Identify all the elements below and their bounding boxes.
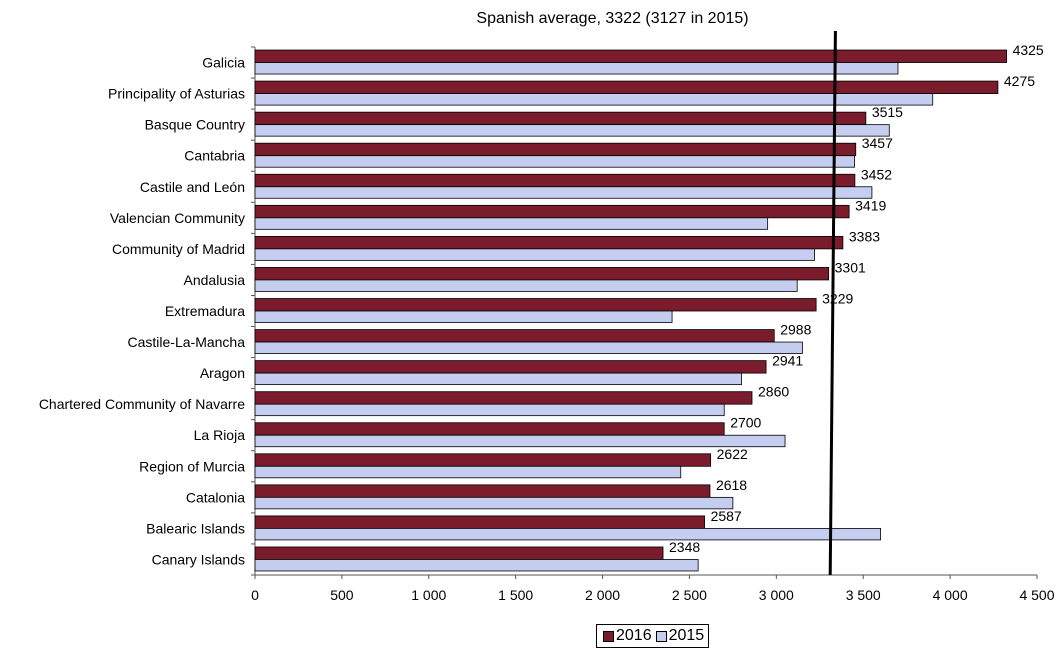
bar-2016	[254, 422, 725, 436]
bar-2016	[254, 391, 753, 405]
bar-2016	[254, 235, 844, 250]
bar-2015	[254, 528, 881, 541]
x-tick-label: 3 000	[759, 587, 794, 603]
data-label-2016: 3457	[862, 135, 893, 151]
bar-2016	[254, 329, 775, 343]
bar-2015	[254, 372, 742, 386]
data-label-2016: 4325	[1013, 42, 1044, 58]
bar-2015	[254, 186, 873, 199]
x-tick-label: 500	[330, 587, 354, 603]
category-label: Canary Islands	[152, 551, 245, 567]
bar-2016	[254, 111, 867, 126]
spanish-average-line	[828, 30, 837, 576]
bar-2015	[254, 93, 934, 106]
bar-2015	[254, 62, 899, 75]
bar-2015	[254, 496, 734, 510]
category-label: Galicia	[202, 55, 245, 71]
data-label-2016: 2348	[669, 539, 700, 555]
bar-2015	[254, 155, 855, 168]
data-label-2016: 2587	[711, 508, 742, 524]
category-label: Region of Murcia	[139, 458, 245, 474]
data-label-2016: 3452	[861, 166, 892, 182]
bar-2016	[254, 515, 705, 529]
category-label: Catalonia	[186, 489, 245, 505]
x-tick-label: 1 500	[498, 587, 533, 603]
category-label: Cantabria	[184, 148, 245, 164]
bar-2016	[254, 360, 767, 374]
chart-title: Spanish average, 3322 (3127 in 2015)	[476, 10, 749, 27]
data-label-2016: 3419	[855, 197, 886, 213]
bar-2016	[254, 173, 856, 188]
data-label-2016: 3515	[872, 104, 903, 120]
legend-label-2015: 2015	[668, 627, 705, 644]
bar-2015	[254, 341, 803, 354]
legend-item-2015: 2015	[654, 627, 705, 645]
category-label: Aragon	[200, 365, 245, 381]
bar-2015	[254, 403, 725, 417]
category-label: Chartered Community of Navarre	[39, 396, 245, 412]
data-label-2016: 2622	[717, 446, 748, 462]
bar-2016	[254, 546, 664, 560]
data-label-2016: 2618	[716, 477, 747, 493]
bar-2016	[254, 484, 711, 498]
x-tick-label: 3 500	[846, 587, 881, 603]
data-label-2016: 3301	[835, 259, 866, 275]
legend-item-2016: 2016	[601, 627, 652, 645]
category-label: Extremadura	[165, 303, 245, 319]
bar-2015	[254, 248, 815, 261]
bar-2016	[254, 142, 857, 157]
bar-2015	[254, 559, 699, 572]
bar-2016	[254, 298, 817, 312]
data-label-2016: 2988	[780, 322, 811, 338]
data-label-2016: 2700	[730, 415, 761, 431]
data-label-2016: 2860	[758, 384, 789, 400]
bar-2016	[254, 267, 830, 281]
data-label-2016: 3383	[849, 228, 880, 244]
category-label: Castile and León	[140, 179, 245, 195]
data-label-2016: 3229	[822, 291, 853, 307]
bar-2016	[254, 80, 999, 94]
legend-label-2016: 2016	[616, 627, 652, 644]
x-tick-label: 0	[251, 587, 259, 603]
data-label-2016: 4275	[1004, 73, 1035, 89]
x-tick-label: 1 000	[411, 587, 446, 603]
bar-2015	[254, 310, 673, 323]
category-label: Community of Madrid	[112, 241, 245, 257]
legend-swatch-2016	[603, 630, 614, 642]
legend-swatch-2015	[655, 630, 667, 642]
x-tick-label: 4 000	[933, 587, 968, 603]
x-tick-label: 4 500	[1019, 587, 1054, 603]
bar-2016	[254, 453, 712, 467]
bar-2015	[254, 465, 682, 479]
x-tick-label: 2 500	[672, 587, 707, 603]
legend: 2016 2015	[596, 624, 710, 648]
bar-2015	[254, 434, 786, 448]
category-label: Principality of Asturias	[108, 86, 245, 102]
category-label: Andalusia	[184, 272, 246, 288]
bar-2016	[254, 204, 850, 219]
category-label: Basque Country	[145, 117, 245, 133]
bar-2015	[254, 124, 890, 137]
category-label: La Rioja	[194, 427, 246, 443]
bar-2016	[254, 49, 1007, 63]
category-label: Valencian Community	[110, 210, 245, 226]
bar-2015	[254, 279, 798, 292]
category-label: Castile-La-Mancha	[128, 334, 246, 350]
x-tick-label: 2 000	[585, 587, 620, 603]
bar-2015	[254, 217, 769, 230]
data-label-2016: 2941	[772, 353, 803, 369]
category-label: Balearic Islands	[146, 520, 245, 536]
